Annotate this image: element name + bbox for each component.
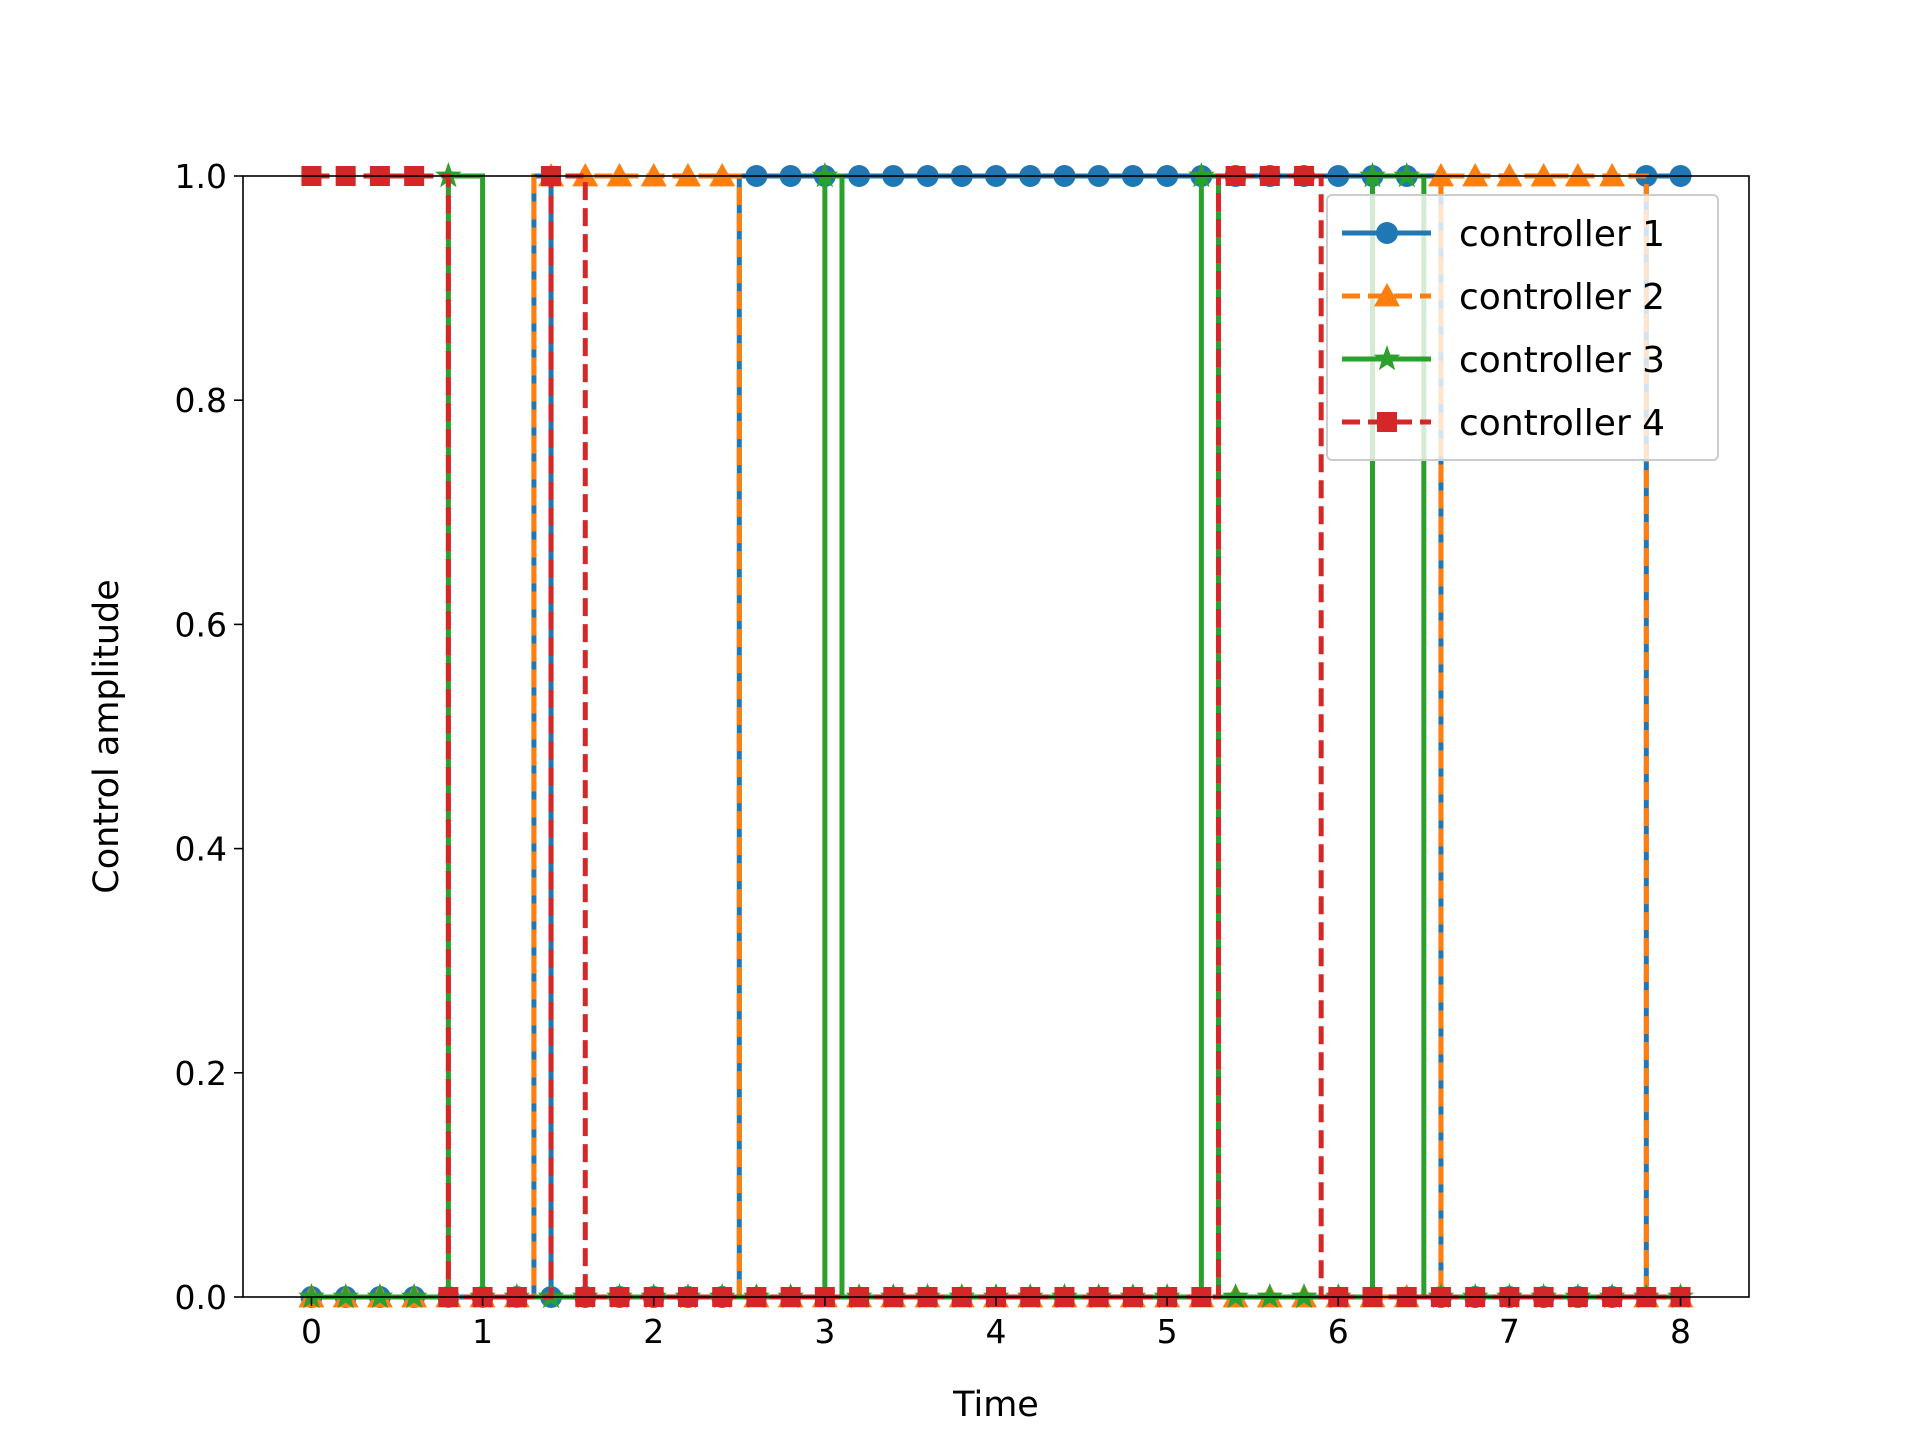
- x-tick-label: 8: [1670, 1312, 1691, 1351]
- data-point: [1496, 163, 1523, 187]
- data-point: [1564, 163, 1591, 187]
- x-tick-label: 0: [301, 1312, 322, 1351]
- y-tick-label: 0.2: [175, 1054, 227, 1093]
- x-tick-label: 5: [1157, 1312, 1178, 1351]
- y-axis-label: Control amplitude: [87, 579, 127, 894]
- data-point: [298, 1283, 325, 1309]
- data-point: [366, 1283, 394, 1309]
- data-point: [1530, 163, 1557, 187]
- data-point: [400, 1283, 428, 1309]
- legend-label: controller 3: [1459, 340, 1665, 381]
- y-tick-label: 0.6: [175, 605, 227, 644]
- data-point: [1427, 163, 1454, 187]
- data-point: [1188, 162, 1215, 188]
- legend-entry: controller 4: [1342, 403, 1665, 444]
- data-point: [606, 163, 633, 187]
- data-point: [640, 163, 667, 187]
- data-point: [709, 163, 736, 187]
- y-axis: 0.0 0.2 0.4 0.6 0.8 1.0: [175, 157, 243, 1317]
- legend-box: [1326, 194, 1719, 461]
- legend-marker: [1377, 412, 1397, 432]
- data-point: [1359, 162, 1386, 188]
- x-tick-label: 2: [643, 1312, 664, 1351]
- legend-label: controller 1: [1459, 214, 1665, 255]
- legend-marker: [1376, 222, 1398, 244]
- x-tick-label: 1: [472, 1312, 493, 1351]
- x-axis: 0 1 2 3 4 5 6 7 8: [301, 1297, 1691, 1351]
- x-axis-label: Time: [952, 1385, 1039, 1425]
- legend-marker: [1374, 283, 1400, 307]
- y-tick-label: 0.8: [175, 381, 227, 420]
- legend-entry: controller 3: [1342, 340, 1665, 381]
- data-point: [1393, 162, 1420, 188]
- data-point: [1599, 163, 1626, 187]
- y-tick-label: 0.4: [175, 830, 227, 869]
- legend-entry: controller 2: [1342, 277, 1665, 318]
- y-tick-label: 1.0: [175, 157, 227, 196]
- x-tick-label: 3: [814, 1312, 835, 1351]
- data-point: [811, 162, 839, 188]
- x-tick-label: 4: [986, 1312, 1007, 1351]
- data-point: [1462, 163, 1489, 187]
- legend: controller 1 controller 2 controller 3 cont…: [1326, 194, 1719, 461]
- data-point: [674, 163, 701, 187]
- data-point: [1290, 1283, 1318, 1309]
- legend-label: controller 4: [1459, 403, 1665, 444]
- data-point: [332, 1283, 359, 1309]
- x-tick-label: 7: [1499, 1312, 1520, 1351]
- data-point: [1222, 1283, 1249, 1309]
- legend-label: controller 2: [1459, 277, 1665, 318]
- data-point: [572, 163, 599, 187]
- y-tick-label: 0.0: [175, 1278, 227, 1317]
- legend-marker: [1373, 345, 1401, 371]
- data-point: [1256, 1283, 1284, 1309]
- x-tick-label: 6: [1328, 1312, 1349, 1351]
- legend-entry: controller 1: [1342, 214, 1665, 255]
